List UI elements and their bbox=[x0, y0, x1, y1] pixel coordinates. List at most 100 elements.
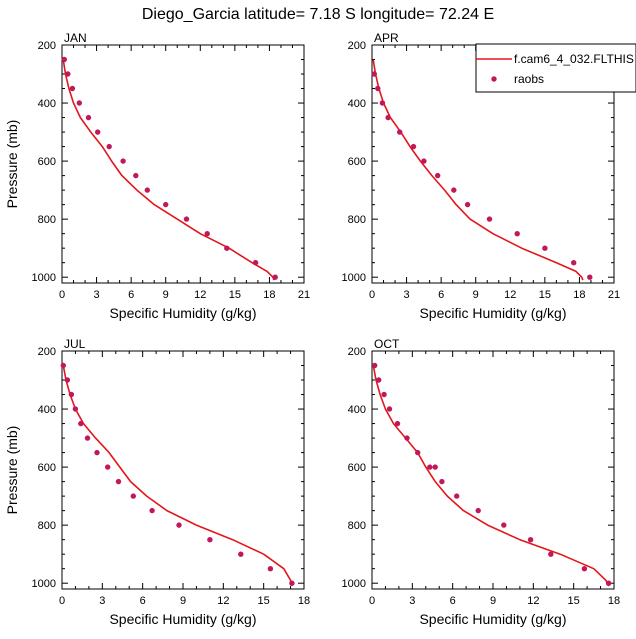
x-axis-title: Specific Humidity (g/kg) bbox=[419, 611, 566, 627]
y-tick-label: 800 bbox=[38, 520, 56, 532]
raobs-point bbox=[69, 85, 76, 92]
x-tick-label: 6 bbox=[438, 289, 444, 301]
y-tick-label: 400 bbox=[38, 404, 56, 416]
raobs-point bbox=[486, 216, 493, 222]
y-tick-label: 800 bbox=[348, 214, 366, 226]
raobs-point bbox=[94, 449, 100, 456]
legend-model-label: f.cam6_4_032.FLTHIS bbox=[514, 52, 634, 66]
x-tick-label: 21 bbox=[608, 289, 620, 301]
model-line bbox=[372, 59, 584, 281]
x-tick-label: 18 bbox=[608, 595, 620, 607]
raobs-point bbox=[404, 435, 410, 441]
raobs-point bbox=[289, 580, 295, 586]
raobs-point bbox=[224, 245, 230, 251]
x-tick-label: 18 bbox=[298, 595, 310, 607]
raobs-point bbox=[72, 406, 79, 412]
plot-frame bbox=[61, 350, 305, 590]
raobs-point bbox=[76, 100, 83, 106]
y-tick-label: 400 bbox=[348, 404, 366, 416]
legend: f.cam6_4_032.FLTHIS raobs bbox=[475, 43, 636, 93]
legend-obs-label: raobs bbox=[514, 72, 544, 86]
raobs-point bbox=[60, 362, 66, 369]
x-axis-title: Specific Humidity (g/kg) bbox=[109, 305, 256, 321]
model-line bbox=[62, 59, 275, 281]
legend-marker-swatch bbox=[491, 76, 497, 82]
x-tick-label: 9 bbox=[180, 595, 186, 607]
x-tick-label: 12 bbox=[504, 289, 516, 301]
x-tick-label: 15 bbox=[258, 595, 270, 607]
model-line bbox=[62, 365, 293, 587]
raobs-point bbox=[581, 566, 588, 572]
raobs-point bbox=[64, 377, 71, 383]
raobs-point bbox=[68, 391, 75, 398]
plot-frame bbox=[371, 350, 615, 590]
raobs-point bbox=[149, 507, 155, 514]
y-tick-label: 800 bbox=[348, 520, 366, 532]
raobs-point bbox=[527, 537, 534, 543]
raobs-point bbox=[133, 172, 139, 179]
x-tick-label: 6 bbox=[140, 595, 146, 607]
x-tick-label: 6 bbox=[128, 289, 134, 301]
x-tick-label: 12 bbox=[527, 595, 539, 607]
raobs-point bbox=[435, 172, 441, 179]
raobs-point bbox=[415, 449, 421, 456]
panel-jul: JUL 0 3 6 9 12 15 18 200 400 600 800 1000 Specific Hu… bbox=[4, 337, 310, 627]
raobs-point bbox=[176, 522, 182, 528]
raobs-point bbox=[106, 143, 112, 150]
legend-box bbox=[475, 43, 636, 93]
x-tick-label: 9 bbox=[163, 289, 169, 301]
raobs-point bbox=[130, 493, 136, 499]
panel-oct: OCT 0 3 6 9 12 15 18 200 400 600 800 1000 Specific Hu… bbox=[342, 337, 621, 627]
raobs-point bbox=[272, 274, 278, 280]
raobs-point bbox=[65, 71, 71, 77]
raobs-point bbox=[120, 158, 126, 164]
panel-label: APR bbox=[374, 31, 399, 45]
raobs-point bbox=[386, 406, 393, 412]
x-tick-label: 3 bbox=[94, 289, 100, 301]
x-tick-label: 9 bbox=[473, 289, 479, 301]
raobs-point bbox=[372, 362, 378, 369]
y-tick-label: 400 bbox=[38, 98, 56, 110]
x-tick-label: 6 bbox=[450, 595, 456, 607]
panel-jan: JAN 0 3 6 9 12 15 18 21 200 400 600 800 1000 Specific … bbox=[4, 31, 310, 321]
raobs-point bbox=[252, 260, 259, 266]
raobs-point bbox=[78, 420, 84, 427]
raobs-point bbox=[95, 129, 101, 135]
raobs-point bbox=[432, 464, 438, 470]
y-tick-label: 800 bbox=[38, 214, 56, 226]
raobs-point bbox=[144, 187, 150, 193]
raobs-point bbox=[394, 420, 401, 427]
x-tick-label: 15 bbox=[229, 289, 241, 301]
figure-title: Diego_Garcia latitude= 7.18 S longitude=… bbox=[142, 6, 494, 23]
raobs-point bbox=[376, 377, 382, 383]
raobs-point bbox=[85, 114, 92, 121]
x-tick-label: 0 bbox=[59, 595, 65, 607]
raobs-point bbox=[204, 231, 210, 237]
raobs-point bbox=[605, 580, 612, 586]
raobs-point bbox=[183, 216, 190, 222]
raobs-point bbox=[207, 537, 213, 543]
raobs-point bbox=[381, 391, 387, 398]
y-tick-label: 600 bbox=[38, 462, 56, 474]
y-tick-label: 1000 bbox=[342, 578, 366, 590]
raobs-point bbox=[464, 201, 471, 208]
x-tick-label: 18 bbox=[263, 289, 275, 301]
raobs-point bbox=[571, 260, 577, 266]
raobs-point bbox=[238, 551, 244, 557]
raobs-point bbox=[267, 566, 274, 572]
panel-label: JAN bbox=[64, 31, 87, 45]
y-tick-label: 1000 bbox=[32, 578, 56, 590]
raobs-point bbox=[587, 274, 593, 280]
raobs-point bbox=[427, 464, 433, 470]
y-tick-label: 200 bbox=[348, 40, 366, 52]
y-tick-label: 600 bbox=[348, 156, 366, 168]
x-tick-label: 0 bbox=[369, 289, 375, 301]
x-tick-label: 18 bbox=[573, 289, 585, 301]
x-tick-label: 0 bbox=[369, 595, 375, 607]
raobs-point bbox=[548, 551, 554, 557]
raobs-point bbox=[115, 478, 122, 485]
x-tick-label: 12 bbox=[217, 595, 229, 607]
y-tick-label: 1000 bbox=[32, 272, 56, 284]
